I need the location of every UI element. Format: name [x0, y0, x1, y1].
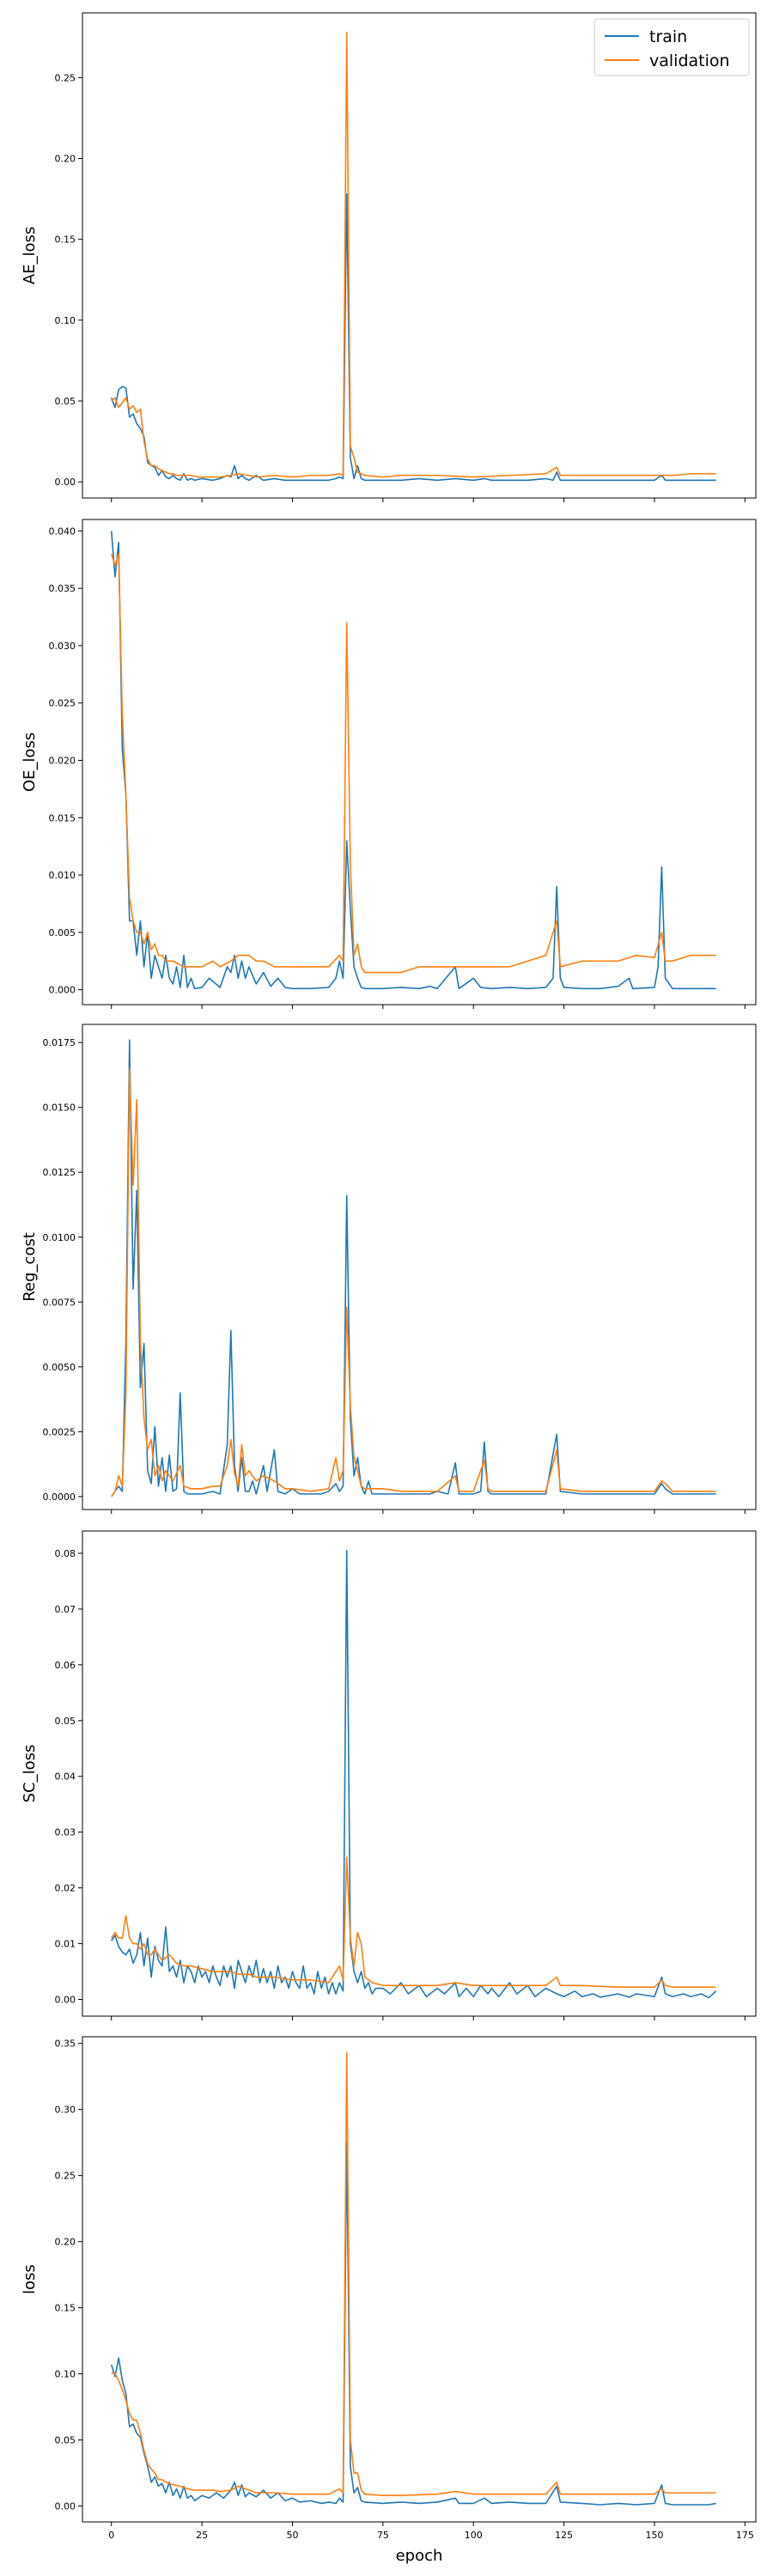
y-axis-label: loss [21, 2264, 39, 2294]
y-axis-label: SC_loss [21, 1745, 39, 1803]
axes-frame [82, 12, 757, 499]
x-axis-label: epoch [396, 2547, 443, 2565]
axes-frame [82, 519, 757, 1005]
y-tick-label: 0.0075 [43, 1297, 76, 1308]
y-tick-label: 0.0175 [43, 1037, 76, 1048]
y-tick-label: 0.025 [49, 698, 76, 709]
y-tick-label: 0.010 [49, 870, 76, 881]
y-tick-label: 0.020 [49, 755, 76, 766]
series-line-train [110, 2142, 716, 2506]
y-tick-label: 0.20 [55, 154, 76, 165]
y-tick-label: 0.07 [55, 1604, 76, 1615]
x-tick-label: 175 [736, 2530, 754, 2541]
y-tick-label: 0.0125 [43, 1167, 76, 1178]
y-tick-label: 0.0000 [43, 1492, 76, 1503]
series-line-train [111, 1039, 716, 1498]
y-tick-label: 0.0100 [43, 1232, 76, 1243]
y-tick-label: 0.30 [55, 2105, 76, 2116]
x-tick-label: 150 [645, 2530, 663, 2541]
y-tick-label: 0.01 [55, 1939, 76, 1950]
y-tick-label: 0.15 [55, 2303, 76, 2314]
y-axis-label: AE_loss [21, 227, 39, 284]
x-tick-label: 125 [555, 2530, 573, 2541]
y-tick-label: 0.25 [55, 2171, 76, 2182]
panel-oe-loss: 0.000 0.005 0.010 0.015 0.020 0.025 0.030 0.035… [21, 519, 757, 1009]
legend-box [593, 18, 750, 76]
y-tick-label: 0.0025 [43, 1426, 76, 1437]
panel-reg-cost: 0.0000 0.0025 0.0050 0.0075 0.0100 0.0125 0.01… [21, 1024, 757, 1514]
series-line-train [111, 1549, 717, 1999]
legend: train validation [593, 18, 750, 76]
x-tick-label: 25 [196, 2530, 208, 2541]
panel-loss: 0.00 0.05 0.10 0.15 0.20 0.25 0.30 0.35 0 25 50 75 1… [21, 2036, 757, 2565]
y-tick-label: 0.04 [55, 1771, 76, 1783]
panel-ae-loss: 0.00 0.05 0.10 0.15 0.20 0.25 AE_loss [21, 12, 757, 502]
y-tick-label: 0.25 [55, 72, 76, 83]
y-tick-label: 0.030 [49, 641, 76, 652]
series-line-validation [111, 2051, 716, 2497]
legend-label-validation: validation [649, 52, 730, 70]
y-tick-label: 0.05 [55, 2435, 76, 2446]
y-tick-label: 0.20 [55, 2237, 76, 2248]
y-tick-label: 0.05 [55, 396, 76, 407]
legend-label-train: train [649, 27, 687, 46]
y-tick-label: 0.35 [55, 2038, 76, 2050]
y-tick-label: 0.035 [49, 583, 76, 594]
y-tick-label: 0.0050 [43, 1362, 76, 1373]
y-tick-label: 0.15 [55, 234, 76, 246]
y-tick-label: 0.040 [49, 526, 76, 537]
series-line-train [110, 531, 716, 990]
x-tick-label: 75 [377, 2530, 389, 2541]
y-tick-label: 0.000 [49, 985, 76, 996]
axes-frame [82, 2036, 757, 2523]
x-tick-label: 0 [108, 2530, 114, 2541]
y-tick-label: 0.00 [55, 2501, 76, 2512]
y-tick-label: 0.05 [55, 1716, 76, 1727]
x-tick-label: 50 [286, 2530, 298, 2541]
y-tick-label: 0.0150 [43, 1103, 76, 1114]
y-tick-label: 0.00 [55, 1995, 76, 2006]
y-tick-label: 0.005 [49, 927, 76, 939]
y-tick-label: 0.02 [55, 1883, 76, 1894]
series-line-validation [111, 1856, 716, 1989]
y-tick-label: 0.06 [55, 1660, 76, 1671]
x-tick-label: 100 [465, 2530, 483, 2541]
series-line-validation [110, 553, 716, 974]
panel-sc-loss: 0.00 0.01 0.02 0.03 0.04 0.05 0.06 0.07 0.08 SC_l… [21, 1530, 757, 2020]
y-tick-label: 0.10 [55, 315, 76, 326]
y-tick-label: 0.10 [55, 2369, 76, 2380]
axes-frame [82, 1024, 757, 1510]
axes-frame [82, 1530, 757, 2017]
y-tick-label: 0.015 [49, 812, 76, 823]
series-line-validation [111, 1067, 716, 1498]
y-tick-label: 0.08 [55, 1548, 76, 1559]
series-line-validation [111, 31, 716, 478]
y-axis-label: OE_loss [21, 732, 39, 792]
y-tick-label: 0.03 [55, 1827, 76, 1838]
y-tick-label: 0.00 [55, 477, 76, 488]
series-line-train [110, 193, 716, 482]
y-axis-label: Reg_cost [21, 1232, 39, 1302]
